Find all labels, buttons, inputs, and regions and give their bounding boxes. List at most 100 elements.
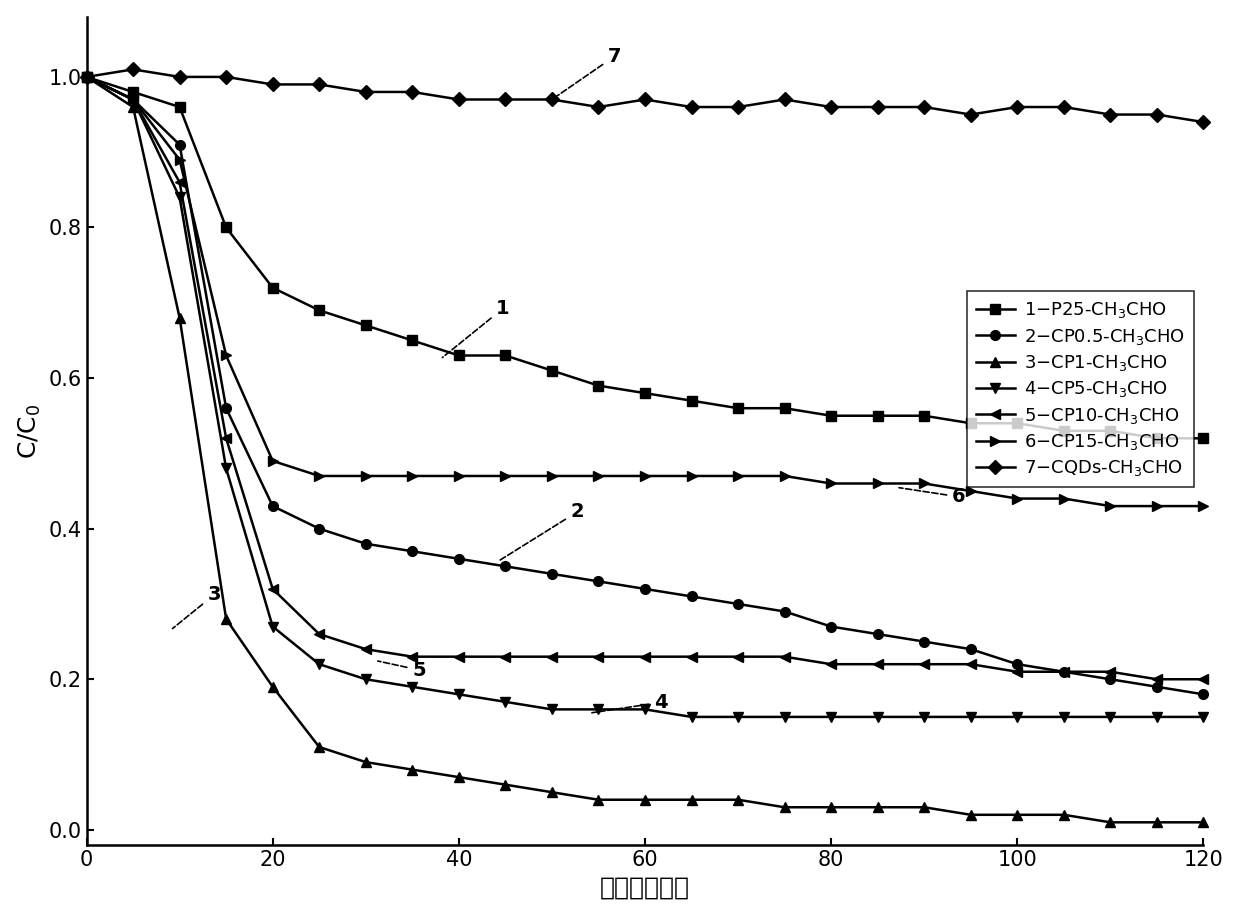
- 4—CP5-CH$_3$CHO: [405, 682, 420, 692]
- 5—CP10-CH$_3$CHO: [1149, 674, 1164, 685]
- 7—CQDs-CH$_3$CHO: [311, 79, 326, 90]
- 4—CP5-CH$_3$CHO: [730, 712, 745, 723]
- 2—CP0.5-CH$_3$CHO: [963, 644, 978, 655]
- 4—CP5-CH$_3$CHO: [544, 703, 559, 714]
- 1—P25-CH$_3$CHO: [125, 86, 140, 97]
- 1—P25-CH$_3$CHO: [218, 222, 233, 233]
- 6—CP15-CH$_3$CHO: [963, 485, 978, 496]
- 6—CP15-CH$_3$CHO: [777, 471, 792, 482]
- 7—CQDs-CH$_3$CHO: [405, 86, 420, 97]
- 7—CQDs-CH$_3$CHO: [125, 64, 140, 75]
- 1—P25-CH$_3$CHO: [498, 350, 513, 361]
- 3—CP1-CH$_3$CHO: [823, 802, 838, 812]
- 2—CP0.5-CH$_3$CHO: [916, 636, 931, 647]
- 5—CP10-CH$_3$CHO: [591, 651, 606, 662]
- 2—CP0.5-CH$_3$CHO: [870, 628, 885, 639]
- 6—CP15-CH$_3$CHO: [684, 471, 699, 482]
- 3—CP1-CH$_3$CHO: [544, 787, 559, 798]
- 7—CQDs-CH$_3$CHO: [777, 94, 792, 105]
- 1—P25-CH$_3$CHO: [916, 410, 931, 421]
- Text: 2: 2: [498, 502, 584, 562]
- 5—CP10-CH$_3$CHO: [544, 651, 559, 662]
- Line: 3—CP1-CH$_3$CHO: 3—CP1-CH$_3$CHO: [82, 72, 1208, 827]
- 4—CP5-CH$_3$CHO: [172, 191, 187, 202]
- 2—CP0.5-CH$_3$CHO: [591, 576, 606, 587]
- 6—CP15-CH$_3$CHO: [1102, 500, 1117, 511]
- 3—CP1-CH$_3$CHO: [451, 771, 466, 782]
- 7—CQDs-CH$_3$CHO: [1149, 109, 1164, 120]
- 2—CP0.5-CH$_3$CHO: [1197, 689, 1211, 700]
- 5—CP10-CH$_3$CHO: [684, 651, 699, 662]
- 5—CP10-CH$_3$CHO: [963, 659, 978, 670]
- 6—CP15-CH$_3$CHO: [498, 471, 513, 482]
- 6—CP15-CH$_3$CHO: [1149, 500, 1164, 511]
- 4—CP5-CH$_3$CHO: [777, 712, 792, 723]
- 3—CP1-CH$_3$CHO: [684, 794, 699, 805]
- Line: 2—CP0.5-CH$_3$CHO: 2—CP0.5-CH$_3$CHO: [82, 72, 1208, 699]
- 6—CP15-CH$_3$CHO: [870, 478, 885, 489]
- 1—P25-CH$_3$CHO: [777, 403, 792, 414]
- 7—CQDs-CH$_3$CHO: [1197, 116, 1211, 127]
- 4—CP5-CH$_3$CHO: [591, 703, 606, 714]
- 1—P25-CH$_3$CHO: [591, 380, 606, 391]
- 3—CP1-CH$_3$CHO: [311, 742, 326, 753]
- 7—CQDs-CH$_3$CHO: [358, 86, 373, 97]
- 6—CP15-CH$_3$CHO: [637, 471, 652, 482]
- 2—CP0.5-CH$_3$CHO: [1056, 666, 1071, 677]
- 5—CP10-CH$_3$CHO: [777, 651, 792, 662]
- 3—CP1-CH$_3$CHO: [405, 764, 420, 775]
- Legend: 1$-$P25-CH$_3$CHO, 2$-$CP0.5-CH$_3$CHO, 3$-$CP1-CH$_3$CHO, 4$-$CP5-CH$_3$CHO, 5$: 1$-$P25-CH$_3$CHO, 2$-$CP0.5-CH$_3$CHO, …: [966, 291, 1194, 487]
- Text: 5: 5: [378, 660, 425, 680]
- Text: 6: 6: [899, 487, 966, 507]
- 3—CP1-CH$_3$CHO: [1056, 810, 1071, 821]
- 4—CP5-CH$_3$CHO: [1197, 712, 1211, 723]
- 6—CP15-CH$_3$CHO: [218, 350, 233, 361]
- 1—P25-CH$_3$CHO: [637, 387, 652, 398]
- 2—CP0.5-CH$_3$CHO: [684, 591, 699, 602]
- 4—CP5-CH$_3$CHO: [1102, 712, 1117, 723]
- 3—CP1-CH$_3$CHO: [498, 780, 513, 791]
- 1—P25-CH$_3$CHO: [265, 282, 280, 293]
- 2—CP0.5-CH$_3$CHO: [637, 583, 652, 594]
- 6—CP15-CH$_3$CHO: [916, 478, 931, 489]
- 6—CP15-CH$_3$CHO: [405, 471, 420, 482]
- 7—CQDs-CH$_3$CHO: [544, 94, 559, 105]
- 3—CP1-CH$_3$CHO: [963, 810, 978, 821]
- 5—CP10-CH$_3$CHO: [916, 659, 931, 670]
- 1—P25-CH$_3$CHO: [358, 320, 373, 331]
- 2—CP0.5-CH$_3$CHO: [823, 621, 838, 632]
- 4—CP5-CH$_3$CHO: [358, 674, 373, 685]
- 3—CP1-CH$_3$CHO: [265, 682, 280, 692]
- 1—P25-CH$_3$CHO: [544, 365, 559, 376]
- 2—CP0.5-CH$_3$CHO: [1102, 674, 1117, 685]
- 2—CP0.5-CH$_3$CHO: [172, 139, 187, 150]
- 6—CP15-CH$_3$CHO: [358, 471, 373, 482]
- Line: 6—CP15-CH$_3$CHO: 6—CP15-CH$_3$CHO: [82, 72, 1208, 511]
- 7—CQDs-CH$_3$CHO: [498, 94, 513, 105]
- 3—CP1-CH$_3$CHO: [1197, 817, 1211, 828]
- 3—CP1-CH$_3$CHO: [1009, 810, 1024, 821]
- 5—CP10-CH$_3$CHO: [1197, 674, 1211, 685]
- 5—CP10-CH$_3$CHO: [451, 651, 466, 662]
- 7—CQDs-CH$_3$CHO: [265, 79, 280, 90]
- 6—CP15-CH$_3$CHO: [1009, 493, 1024, 504]
- 4—CP5-CH$_3$CHO: [870, 712, 885, 723]
- 7—CQDs-CH$_3$CHO: [1102, 109, 1117, 120]
- 7—CQDs-CH$_3$CHO: [218, 71, 233, 82]
- 4—CP5-CH$_3$CHO: [1056, 712, 1071, 723]
- 7—CQDs-CH$_3$CHO: [79, 71, 94, 82]
- 2—CP0.5-CH$_3$CHO: [730, 598, 745, 609]
- 2—CP0.5-CH$_3$CHO: [265, 500, 280, 511]
- 4—CP5-CH$_3$CHO: [823, 712, 838, 723]
- 5—CP10-CH$_3$CHO: [823, 659, 838, 670]
- 7—CQDs-CH$_3$CHO: [916, 102, 931, 113]
- 5—CP10-CH$_3$CHO: [218, 433, 233, 444]
- 3—CP1-CH$_3$CHO: [870, 802, 885, 812]
- 6—CP15-CH$_3$CHO: [451, 471, 466, 482]
- 4—CP5-CH$_3$CHO: [451, 689, 466, 700]
- 2—CP0.5-CH$_3$CHO: [79, 71, 94, 82]
- 2—CP0.5-CH$_3$CHO: [311, 523, 326, 534]
- 3—CP1-CH$_3$CHO: [1102, 817, 1117, 828]
- 5—CP10-CH$_3$CHO: [311, 628, 326, 639]
- 7—CQDs-CH$_3$CHO: [870, 102, 885, 113]
